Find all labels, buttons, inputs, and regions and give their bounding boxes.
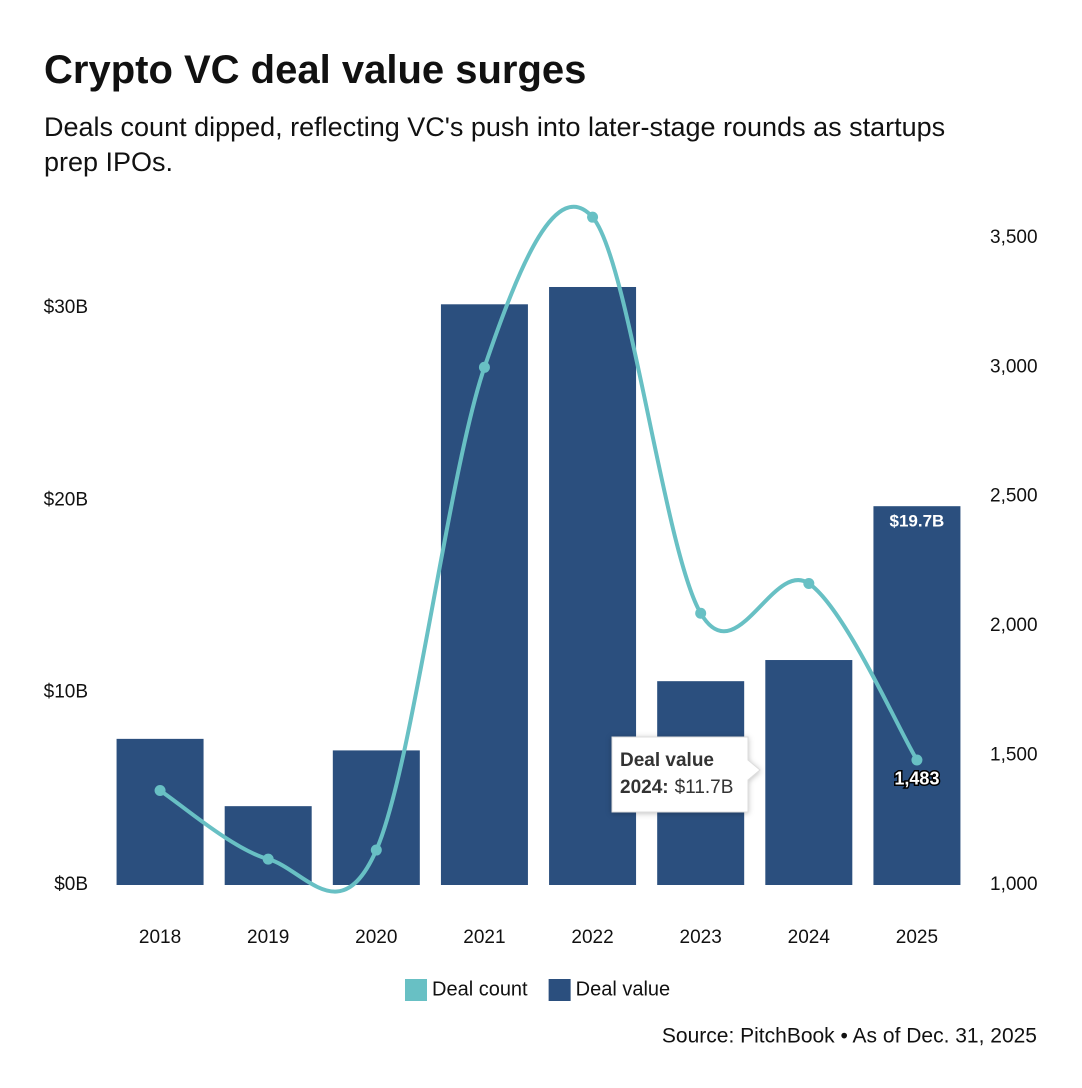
y-tick-label: $10B [44, 682, 88, 703]
y-tick-label: $20B [44, 489, 88, 510]
chart-title: Crypto VC deal value surges [44, 48, 587, 92]
y2-tick-label: 3,000 [990, 356, 1038, 377]
tooltip-box [611, 736, 761, 813]
chart-subtitle: Deals count dipped, reflecting VC's push… [44, 112, 946, 177]
x-tick-label: 2024 [788, 927, 831, 948]
bar [440, 304, 528, 886]
y2-tick-label: 2,000 [990, 615, 1038, 636]
y2-tick-label: 2,500 [990, 486, 1038, 507]
tooltip-label: 2024: [620, 777, 669, 798]
line-point [370, 844, 382, 856]
line-point [803, 577, 815, 589]
x-tick-label: 2023 [680, 927, 722, 948]
legend-label: Deal count [432, 978, 528, 1000]
bar [332, 750, 420, 885]
x-tick-label: 2021 [463, 927, 505, 948]
y2-tick-label: 3,500 [990, 227, 1038, 248]
y2-tick-label: 1,000 [990, 874, 1038, 895]
line-point [478, 361, 490, 373]
legend-swatch [548, 979, 571, 1001]
line-value-label: 1,483 [894, 769, 939, 789]
line-point [262, 853, 274, 865]
tooltip: Deal value 2024: $11.7B [611, 736, 761, 813]
tooltip-value: $11.7B [675, 777, 734, 798]
legend-label: Deal value [576, 978, 671, 1000]
legend-swatch [405, 979, 427, 1001]
x-tick-label: 2020 [355, 927, 397, 948]
bar [765, 660, 853, 885]
y-tick-label: $0B [54, 874, 88, 895]
bar [873, 506, 961, 885]
x-tick-label: 2018 [139, 927, 181, 948]
line-point [911, 754, 923, 766]
tooltip-title: Deal value [620, 750, 714, 771]
x-tick-label: 2022 [571, 927, 613, 948]
line-point [695, 607, 707, 619]
y2-tick-label: 1,500 [990, 745, 1038, 766]
x-tick-label: 2025 [896, 927, 938, 948]
line [158, 204, 919, 894]
x-tick-label: 2019 [247, 927, 289, 948]
source-note: Source: PitchBook • As of Dec. 31, 2025 [662, 1025, 1037, 1048]
line-point [587, 211, 599, 223]
bar-value-label: $19.7B [890, 512, 945, 531]
y-tick-label: $30B [44, 297, 88, 318]
line-point [154, 785, 166, 797]
